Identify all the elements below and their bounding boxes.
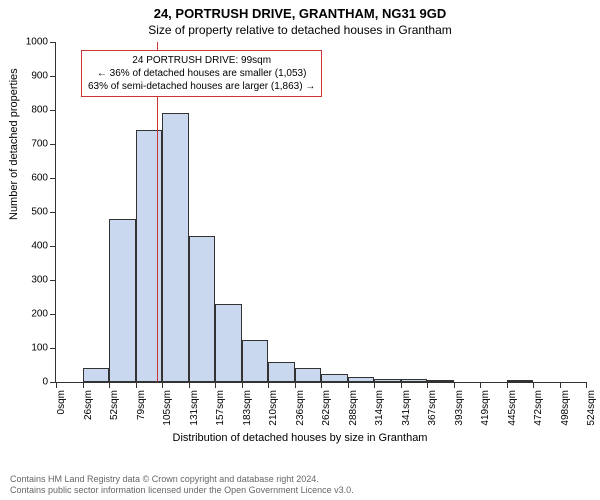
x-tick (83, 382, 84, 388)
x-tick-label: 341sqm (401, 390, 412, 426)
footer-attribution: Contains HM Land Registry data © Crown c… (10, 474, 354, 496)
y-tick-label: 900 (31, 71, 56, 82)
x-axis-label: Distribution of detached houses by size … (0, 432, 600, 444)
x-tick-label: 210sqm (268, 390, 279, 426)
histogram-bar (321, 374, 348, 383)
x-tick (136, 382, 137, 388)
x-tick (162, 382, 163, 388)
y-axis-label: Number of detached properties (8, 68, 20, 220)
histogram-bar (189, 236, 216, 382)
x-tick-label: 52sqm (109, 390, 120, 420)
x-tick (189, 382, 190, 388)
x-tick (109, 382, 110, 388)
x-tick-label: 498sqm (560, 390, 571, 426)
x-tick (480, 382, 481, 388)
x-tick-label: 262sqm (321, 390, 332, 426)
y-tick-label: 300 (31, 275, 56, 286)
info-box: 24 PORTRUSH DRIVE: 99sqm← 36% of detache… (81, 50, 322, 97)
x-tick-label: 26sqm (83, 390, 94, 420)
chart-title: 24, PORTRUSH DRIVE, GRANTHAM, NG31 9GD (0, 0, 600, 21)
x-tick (321, 382, 322, 388)
x-tick-label: 105sqm (162, 390, 173, 426)
info-box-line: ← 36% of detached houses are smaller (1,… (88, 67, 315, 80)
x-tick (560, 382, 561, 388)
y-tick-label: 0 (42, 377, 56, 388)
histogram-bar (507, 380, 534, 382)
histogram-bar (374, 379, 401, 382)
plot-area: 010020030040050060070080090010000sqm26sq… (55, 42, 586, 383)
y-tick-label: 500 (31, 207, 56, 218)
histogram-bar (162, 113, 189, 382)
footer-line-2: Contains public sector information licen… (10, 485, 354, 496)
x-tick (56, 382, 57, 388)
y-tick-label: 400 (31, 241, 56, 252)
y-tick-label: 800 (31, 105, 56, 116)
x-tick-label: 79sqm (136, 390, 147, 420)
x-tick-label: 393sqm (454, 390, 465, 426)
x-tick (427, 382, 428, 388)
x-tick-label: 288sqm (348, 390, 359, 426)
x-tick-label: 419sqm (480, 390, 491, 426)
histogram-bar (295, 368, 322, 382)
y-tick-label: 200 (31, 309, 56, 320)
x-tick-label: 524sqm (586, 390, 597, 426)
y-tick-label: 700 (31, 139, 56, 150)
histogram-bar (215, 304, 242, 382)
x-tick-label: 445sqm (507, 390, 518, 426)
histogram-bar (427, 380, 454, 382)
histogram-bar (401, 379, 428, 382)
histogram-bar (136, 130, 163, 382)
x-tick (507, 382, 508, 388)
x-tick-label: 367sqm (427, 390, 438, 426)
footer-line-1: Contains HM Land Registry data © Crown c… (10, 474, 354, 485)
y-tick-label: 100 (31, 343, 56, 354)
chart-subtitle: Size of property relative to detached ho… (0, 21, 600, 37)
x-tick-label: 157sqm (215, 390, 226, 426)
x-tick (586, 382, 587, 388)
histogram-bar (83, 368, 110, 382)
histogram-bar (268, 362, 295, 382)
x-tick (533, 382, 534, 388)
info-box-line: 63% of semi-detached houses are larger (… (88, 80, 315, 93)
x-tick-label: 236sqm (295, 390, 306, 426)
x-tick (348, 382, 349, 388)
info-box-line: 24 PORTRUSH DRIVE: 99sqm (88, 54, 315, 67)
x-tick (454, 382, 455, 388)
x-tick (401, 382, 402, 388)
histogram-bar (242, 340, 269, 383)
x-tick-label: 183sqm (242, 390, 253, 426)
x-tick-label: 0sqm (56, 390, 67, 414)
x-tick (242, 382, 243, 388)
y-tick-label: 600 (31, 173, 56, 184)
x-tick (295, 382, 296, 388)
x-tick-label: 472sqm (533, 390, 544, 426)
x-tick-label: 314sqm (374, 390, 385, 426)
histogram-bar (109, 219, 136, 382)
x-tick (215, 382, 216, 388)
y-tick-label: 1000 (26, 37, 56, 48)
x-tick (268, 382, 269, 388)
histogram-bar (348, 377, 375, 382)
x-tick-label: 131sqm (189, 390, 200, 426)
x-tick (374, 382, 375, 388)
